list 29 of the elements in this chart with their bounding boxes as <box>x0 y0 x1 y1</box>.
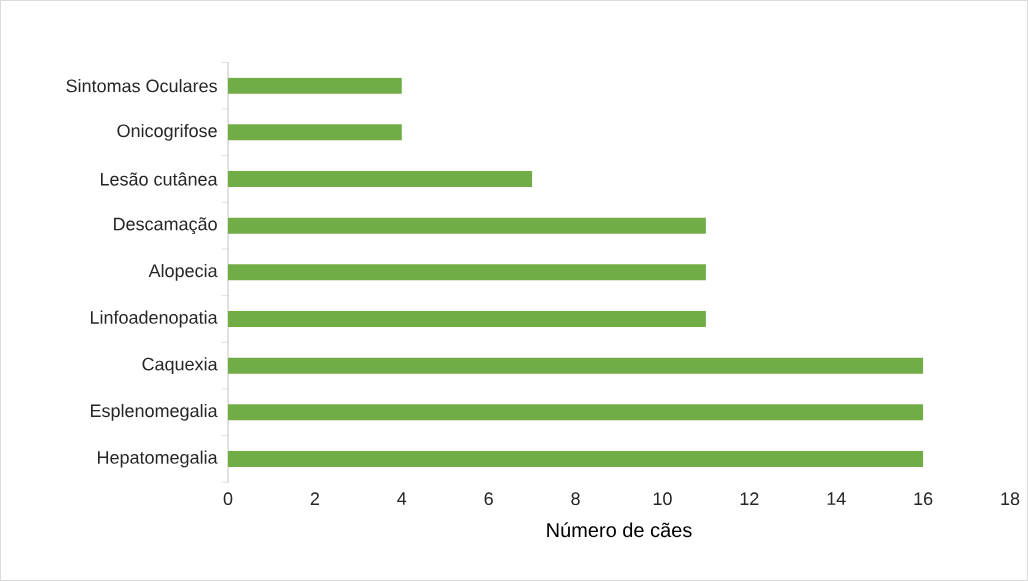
x-axis-title: Número de cães <box>547 522 692 538</box>
x-tick-label: 2 <box>310 492 320 505</box>
y-tick-label: Sintomas Oculares <box>66 79 217 93</box>
x-tick-label: 0 <box>223 492 233 506</box>
y-tick-label: Linfoadenopatia <box>90 310 218 328</box>
x-tick-label: 16 <box>914 492 933 506</box>
bar <box>228 311 706 327</box>
x-tick-label: 18 <box>1001 492 1020 506</box>
bar <box>228 357 924 374</box>
x-tick-label: 8 <box>571 492 580 506</box>
x-tick-label: 6 <box>484 492 493 506</box>
y-tick-label: Alopecia <box>148 263 218 281</box>
bar <box>228 264 706 281</box>
bar <box>228 77 402 94</box>
y-tick-label: Esplenomegalia <box>91 403 218 421</box>
y-tick-label: Caquexia <box>142 357 218 375</box>
y-tick-label: Onicogrifose <box>117 123 217 141</box>
y-tick-label: Descamação <box>114 217 217 235</box>
x-tick-label: 12 <box>740 492 759 505</box>
bar <box>228 217 706 234</box>
x-tick-label: 14 <box>827 492 846 505</box>
bar <box>228 171 533 187</box>
y-tick-label: Hepatomegalia <box>98 450 218 468</box>
x-tick-label: 4 <box>397 492 407 505</box>
bar <box>228 124 402 141</box>
x-tick-label: 10 <box>653 492 672 506</box>
bar <box>228 450 924 467</box>
bar <box>228 404 924 421</box>
y-tick-label: Lesão cutânea <box>100 172 218 186</box>
